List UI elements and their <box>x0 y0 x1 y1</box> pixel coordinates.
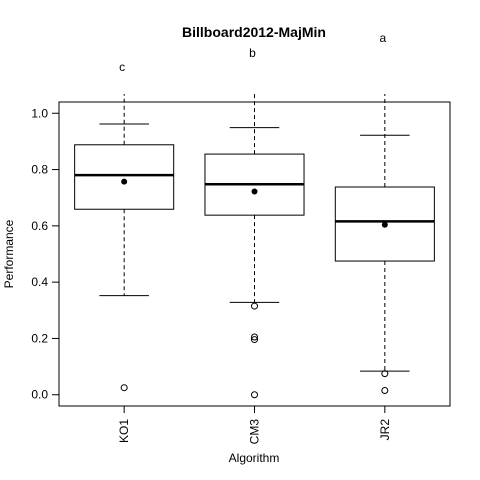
x-tick-label: KO1 <box>117 419 131 443</box>
boxes: c b a <box>74 31 435 399</box>
outlier-point <box>120 384 128 392</box>
outlier-point <box>251 391 258 399</box>
box <box>74 144 175 210</box>
x-axis-label: Algorithm <box>229 451 280 465</box>
outlier-point <box>251 302 258 310</box>
outlier-point <box>251 336 258 344</box>
y-tick-label: 1.0 <box>31 106 48 120</box>
y-axis-label: Performance <box>2 219 16 288</box>
y-tick-label: 0.0 <box>31 388 48 402</box>
y-tick-label: 0.4 <box>31 275 48 289</box>
y-tick-label: 0.6 <box>31 219 48 233</box>
chart-title: Billboard2012-MajMin <box>182 24 326 40</box>
outlier-point <box>251 333 258 341</box>
mean-point <box>381 221 388 228</box>
y-tick-label: 0.2 <box>31 331 48 345</box>
y-tick-label: 0.8 <box>31 163 48 177</box>
x-axis: KO1 CM3 JR2 <box>117 406 392 444</box>
group-letter: a <box>379 31 386 45</box>
x-tick-label: JR2 <box>378 419 392 441</box>
mean-point <box>251 188 258 195</box>
y-axis: 0.0 0.2 0.4 0.6 0.8 1.0 <box>31 106 59 402</box>
outlier-point <box>381 387 389 395</box>
x-tick-label: CM3 <box>248 419 262 445</box>
outlier-point <box>381 370 389 378</box>
group-letter: c <box>119 60 125 74</box>
group-letter: b <box>249 46 256 60</box>
mean-point <box>121 178 128 185</box>
